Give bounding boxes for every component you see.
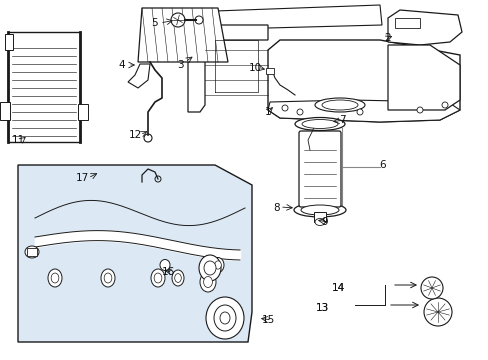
Polygon shape [267, 100, 459, 122]
Ellipse shape [48, 269, 62, 287]
Text: 15: 15 [261, 315, 274, 325]
Text: 13: 13 [315, 303, 328, 313]
Ellipse shape [104, 273, 112, 283]
Text: 9: 9 [321, 217, 327, 227]
Bar [78, 104, 88, 120]
Text: 1: 1 [264, 107, 271, 117]
Text: 2: 2 [384, 33, 390, 43]
Ellipse shape [172, 270, 183, 286]
Ellipse shape [294, 117, 345, 131]
Text: 14: 14 [331, 283, 344, 293]
Bar [27, 248, 37, 256]
Polygon shape [18, 165, 251, 342]
Text: 12: 12 [128, 130, 142, 140]
Ellipse shape [25, 246, 39, 258]
Text: 16: 16 [161, 267, 174, 277]
Polygon shape [267, 40, 459, 122]
Text: 3: 3 [176, 60, 183, 70]
Ellipse shape [423, 298, 451, 326]
Text: 6: 6 [379, 160, 386, 170]
Polygon shape [387, 45, 459, 110]
Bar [313, 212, 325, 222]
Ellipse shape [321, 100, 357, 110]
Ellipse shape [214, 305, 236, 331]
Text: 7: 7 [338, 115, 345, 125]
Polygon shape [187, 5, 381, 30]
Ellipse shape [101, 269, 115, 287]
Circle shape [296, 109, 303, 115]
Text: 13: 13 [315, 303, 328, 313]
Text: 11: 11 [11, 135, 24, 145]
Ellipse shape [200, 272, 216, 292]
Ellipse shape [160, 260, 170, 270]
Bar [5, 34, 13, 50]
Text: 5: 5 [151, 18, 158, 28]
Circle shape [195, 16, 203, 24]
Circle shape [171, 13, 184, 27]
Ellipse shape [174, 274, 181, 282]
Ellipse shape [203, 276, 212, 288]
Circle shape [282, 105, 287, 111]
Ellipse shape [203, 261, 216, 275]
Ellipse shape [51, 273, 59, 283]
Text: 14: 14 [331, 283, 344, 293]
Ellipse shape [151, 269, 164, 287]
Bar [0, 102, 10, 120]
Ellipse shape [314, 98, 364, 112]
Ellipse shape [205, 297, 244, 339]
Ellipse shape [212, 257, 224, 273]
Bar [8, 32, 80, 142]
Text: 10: 10 [248, 63, 261, 73]
Ellipse shape [199, 255, 221, 281]
Ellipse shape [293, 203, 346, 217]
Bar [394, 18, 419, 28]
Circle shape [356, 109, 362, 115]
Polygon shape [128, 64, 150, 88]
Polygon shape [138, 8, 227, 62]
Polygon shape [387, 10, 461, 45]
FancyBboxPatch shape [298, 131, 340, 207]
Ellipse shape [302, 120, 337, 129]
Ellipse shape [301, 205, 338, 215]
Ellipse shape [214, 261, 221, 269]
Text: 17: 17 [75, 173, 88, 183]
Circle shape [416, 107, 422, 113]
Circle shape [441, 102, 447, 108]
Polygon shape [187, 25, 267, 112]
Ellipse shape [420, 277, 442, 299]
Ellipse shape [154, 273, 162, 283]
Bar [265, 68, 273, 74]
Text: 4: 4 [119, 60, 125, 70]
Ellipse shape [220, 312, 229, 324]
Text: 8: 8 [273, 203, 280, 213]
Ellipse shape [314, 219, 325, 225]
